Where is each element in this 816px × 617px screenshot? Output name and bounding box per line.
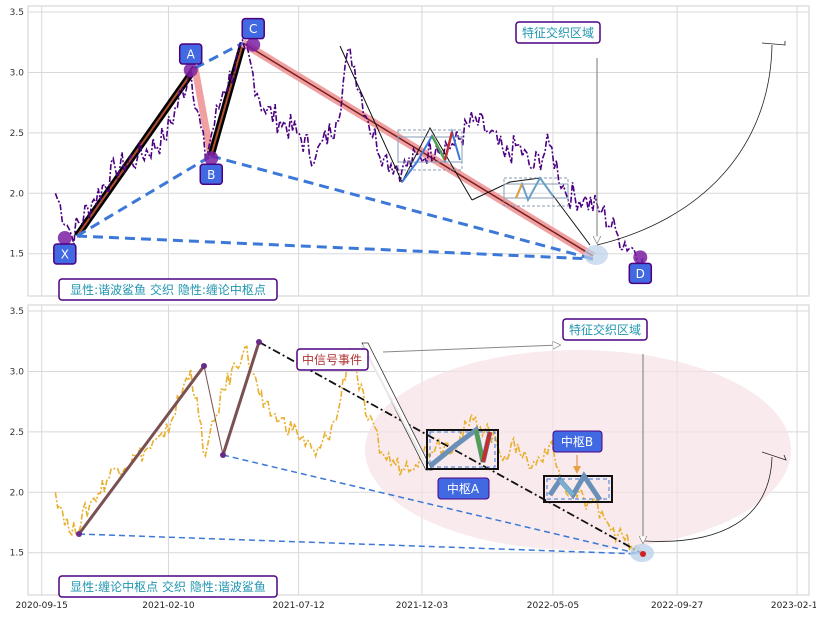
top-pivot-b-orange xyxy=(515,183,523,199)
point-badge-a xyxy=(178,43,203,65)
point-marker-x xyxy=(57,231,72,245)
top-zone-marker xyxy=(584,245,608,265)
top-pivot-a-red xyxy=(443,131,454,161)
y-tick-label: 2.5 xyxy=(10,129,24,139)
top-y-ticks: 1.5 2.0 2.5 3.0 3.5 xyxy=(10,8,25,260)
bottom-event-label-text: 中信号事件 xyxy=(302,352,362,367)
x-tick-label: 2021-12-03 xyxy=(396,601,448,611)
x-tick-label: 2023-02-14 xyxy=(771,601,816,611)
top-pivot-a-green xyxy=(430,135,447,161)
bottom-pivot-a-red xyxy=(481,431,492,463)
y-tick-label: 2.5 xyxy=(10,428,24,438)
top-legend-text: 显性:谐波鲨鱼 交织 隐性:缠论中枢点 xyxy=(70,282,266,297)
x-tick-label: 2020-09-15 xyxy=(16,601,68,611)
bottom-pivot-box-a-inner xyxy=(429,431,496,468)
cd-leg-core xyxy=(242,42,594,257)
bottom-curve-cap xyxy=(761,451,787,461)
y-tick-label: 3.5 xyxy=(10,8,24,18)
point-badge-c xyxy=(241,17,265,40)
bottom-point-b xyxy=(220,452,226,458)
top-pivot-stroke xyxy=(339,45,473,201)
bottom-point-c xyxy=(256,339,262,345)
xd-dashed xyxy=(76,234,594,261)
bottom-pivot-b-arrow-head xyxy=(573,466,581,474)
ab-leg xyxy=(191,67,215,157)
bottom-zone-label-text: 特征交织区域 xyxy=(569,322,641,337)
bottom-legend-text: 显性:缠论中枢点 交织 隐性:谐波鲨鱼 xyxy=(70,579,266,594)
bottom-pivot-b-label-text: 中枢B xyxy=(561,434,593,449)
bottom-pivot-box-b-inner xyxy=(546,478,610,500)
y-tick-label: 3.0 xyxy=(10,68,25,78)
bottom-pivot-box-a xyxy=(426,429,499,470)
bottom-pivot-stroke-inner xyxy=(361,344,430,471)
bottom-y-ticks: 1.5 2.0 2.5 3.0 3.5 xyxy=(10,307,25,559)
bottom-pivot-b-label: 中枢B xyxy=(552,430,603,453)
y-tick-label: 2.0 xyxy=(10,488,25,498)
top-zone-label-text: 特征交织区域 xyxy=(522,25,594,40)
bottom-event-label: 中信号事件 xyxy=(296,348,369,371)
bottom-curve xyxy=(644,456,773,542)
top-pivot-stroke-2 xyxy=(471,177,591,246)
top-legend: 显性:谐波鲨鱼 交织 隐性:缠论中枢点 xyxy=(58,278,278,301)
bottom-zone-label: 特征交织区域 xyxy=(562,318,648,341)
point-badge-d xyxy=(628,262,653,285)
x-tick-label: 2022-05-05 xyxy=(527,601,579,611)
y-tick-label: 3.5 xyxy=(10,307,24,317)
bottom-point-x xyxy=(76,531,82,537)
bd-dashed xyxy=(210,154,594,261)
point-label-x: X xyxy=(61,248,69,262)
bottom-price-line xyxy=(54,345,644,557)
bottom-ab-line xyxy=(203,365,224,456)
bottom-pivot-box-b xyxy=(543,475,613,503)
bc-leg-core xyxy=(210,42,244,157)
bottom-panel: 1.5 2.0 2.5 3.0 3.5 2020-09-15 2021-02-10 2021… xyxy=(10,304,816,611)
top-zone-label: 特征交织区域 xyxy=(515,21,601,44)
top-pivot-box-a-inner xyxy=(397,136,463,163)
bottom-x-ticks: 2020-09-15 2021-02-10 2021-07-12 2021-12-03… xyxy=(16,601,816,611)
point-badge-b xyxy=(199,163,224,185)
bottom-point-a xyxy=(201,363,207,369)
point-marker-c xyxy=(246,37,261,52)
bottom-xd-dashed xyxy=(78,533,641,555)
top-points: X A B C D xyxy=(53,17,653,285)
point-label-c: C xyxy=(249,22,257,36)
bottom-bc-line xyxy=(221,341,261,456)
point-marker-d xyxy=(633,250,648,265)
bottom-bd-dashed xyxy=(222,454,641,555)
bottom-xa-line xyxy=(77,365,206,535)
point-label-b: B xyxy=(207,168,215,182)
x-tick-label: 2021-02-10 xyxy=(142,601,195,611)
bottom-event-arrow xyxy=(382,345,560,353)
point-badge-x xyxy=(53,243,77,265)
point-marker-b xyxy=(204,151,219,166)
bottom-pivot-a-label: 中枢A xyxy=(437,477,490,500)
x-tick-label: 2022-09-27 xyxy=(651,601,703,611)
top-panel: 1.5 2.0 2.5 3.0 3.5 X A B C D xyxy=(10,5,810,301)
bottom-legend: 显性:缠论中枢点 交织 隐性:谐波鲨鱼 xyxy=(58,575,278,598)
x-tick-label: 2021-07-12 xyxy=(272,601,324,611)
bottom-point-d xyxy=(640,551,646,557)
point-label-d: D xyxy=(636,267,645,281)
bottom-pivot-a-label-text: 中枢A xyxy=(447,481,480,496)
xb-dashed xyxy=(76,154,212,238)
bottom-pivot-b-light xyxy=(558,478,575,497)
point-marker-a xyxy=(183,63,198,78)
top-curve-cap xyxy=(761,41,786,46)
top-curve xyxy=(596,44,773,246)
ac-dashed xyxy=(194,41,244,70)
y-tick-label: 1.5 xyxy=(10,549,24,559)
y-tick-label: 2.0 xyxy=(10,189,25,199)
point-label-a: A xyxy=(187,48,196,62)
y-tick-label: 3.0 xyxy=(10,367,25,377)
xa-leg-core xyxy=(76,67,196,237)
bottom-pivot-a-green xyxy=(474,429,485,463)
y-tick-label: 1.5 xyxy=(10,250,24,260)
top-grid xyxy=(28,6,809,296)
top-price-line xyxy=(54,38,644,270)
